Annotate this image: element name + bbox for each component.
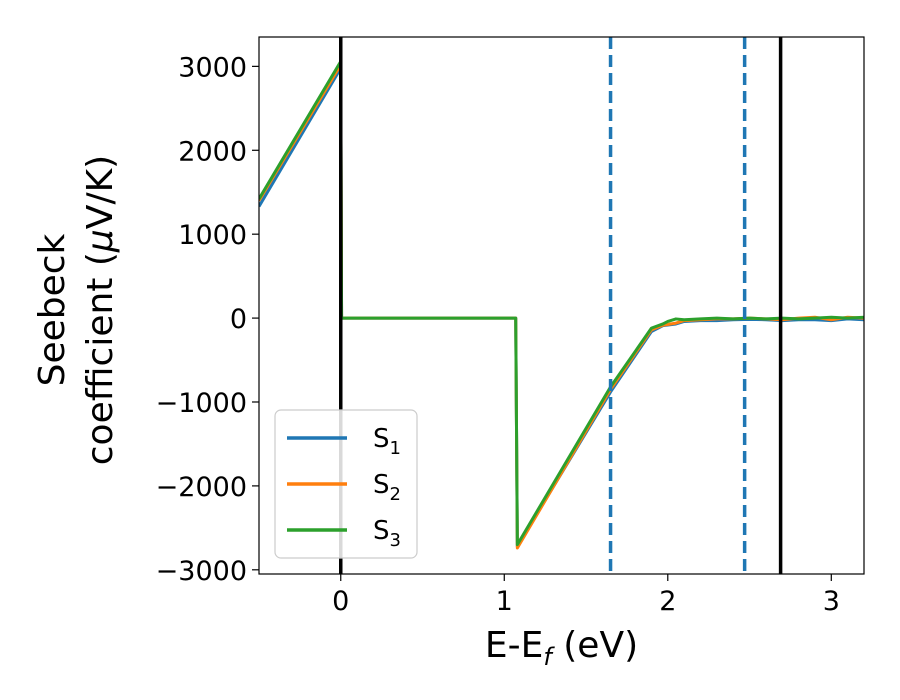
y-tick-label: −3000: [156, 556, 247, 587]
legend-label: S3: [373, 516, 401, 551]
x-axis-title-main: E-E: [485, 625, 543, 666]
y-axis: −3000 −2000 −1000 0 1000 2000 3000: [156, 52, 259, 587]
y-axis-title: Seebeck coefficient (μV/K): [32, 155, 121, 465]
y-axis-title-line1: Seebeck: [32, 233, 73, 386]
x-axis: 0 1 2 3: [332, 574, 840, 617]
y-tick-label: 3000: [178, 52, 247, 83]
y-tick-label: −1000: [156, 388, 247, 419]
series-line-s3: [259, 59, 864, 547]
y-axis-title-unit: V/K): [80, 155, 121, 229]
x-tick-label: 2: [659, 586, 676, 617]
y-axis-title-mu: μ: [80, 229, 121, 253]
y-axis-title-text: coefficient (: [80, 252, 121, 465]
series-layer: [259, 59, 864, 550]
y-tick-label: −2000: [156, 472, 247, 503]
legend-items: S1 S2 S3: [287, 424, 401, 551]
y-tick-label: 1000: [178, 220, 247, 251]
x-axis-title: E-Ef (eV): [485, 625, 638, 671]
legend-label: S1: [373, 424, 401, 459]
y-axis-title-line2: coefficient (μV/K): [80, 155, 121, 465]
x-tick-label: 3: [823, 586, 840, 617]
x-tick-label: 0: [332, 586, 349, 617]
legend-label: S2: [373, 470, 401, 505]
legend-item: S3: [287, 516, 401, 551]
legend-item: S1: [287, 424, 401, 459]
y-tick-label: 2000: [178, 136, 247, 167]
y-tick-label: 0: [230, 304, 247, 335]
legend: S1 S2 S3: [274, 409, 418, 559]
plot-frame: [258, 36, 865, 575]
legend-item: S2: [287, 470, 401, 505]
x-tick-label: 1: [496, 586, 513, 617]
x-axis-title-unit: (eV): [552, 625, 638, 666]
